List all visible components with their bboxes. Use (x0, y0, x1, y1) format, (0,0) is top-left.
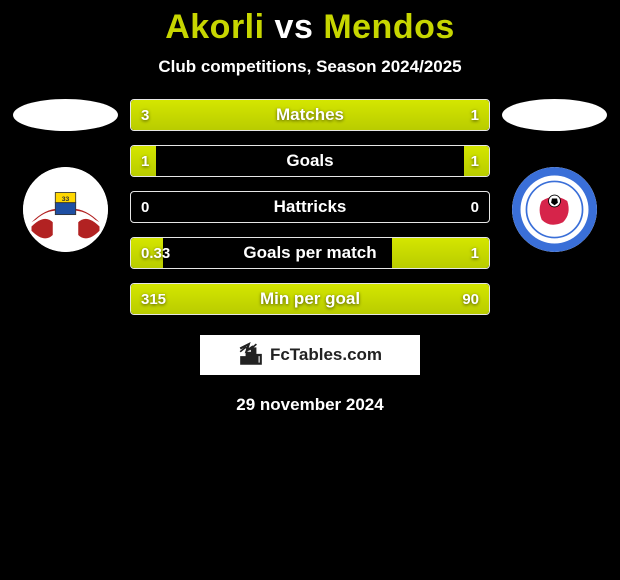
stat-bar: 0.33 Goals per match 1 (130, 237, 490, 269)
title-vs: vs (275, 8, 314, 46)
bar-label: Min per goal (131, 289, 489, 309)
stat-bar: 1 Goals 1 (130, 145, 490, 177)
svg-text:33: 33 (62, 196, 70, 203)
title-left: Akorli (165, 8, 264, 46)
bar-right-value: 1 (471, 153, 479, 170)
bar-right-value: 90 (462, 291, 479, 308)
date-text: 29 november 2024 (236, 395, 383, 415)
footer-brand-box: FcTables.com (200, 335, 420, 375)
stat-bar: 3 Matches 1 (130, 99, 490, 131)
stat-bar: 315 Min per goal 90 (130, 283, 490, 315)
stat-bars: 3 Matches 1 1 Goals 1 0 Hattricks 0 0.33… (130, 99, 490, 315)
right-player-portrait (502, 99, 607, 131)
left-team-badge: 33 (23, 167, 108, 252)
page-title: Akorli vs Mendos (165, 8, 455, 47)
right-badge-svg (512, 167, 597, 252)
right-team-badge (512, 167, 597, 252)
chart-icon (238, 342, 264, 368)
left-side: 33 (13, 99, 118, 252)
bar-right-value: 1 (471, 107, 479, 124)
right-side (502, 99, 607, 252)
content-row: 33 3 Matches 1 1 Goals 1 0 Hattricks 0 (0, 99, 620, 315)
bar-right-value: 0 (471, 199, 479, 216)
left-badge-svg: 33 (23, 167, 108, 252)
bar-label: Goals per match (131, 243, 489, 263)
left-player-portrait (13, 99, 118, 131)
bar-right-value: 1 (471, 245, 479, 262)
subtitle: Club competitions, Season 2024/2025 (158, 57, 461, 77)
footer-brand-text: FcTables.com (270, 345, 382, 365)
bar-label: Matches (131, 105, 489, 125)
bar-label: Goals (131, 151, 489, 171)
bar-label: Hattricks (131, 197, 489, 217)
title-right: Mendos (323, 8, 454, 46)
stat-bar: 0 Hattricks 0 (130, 191, 490, 223)
